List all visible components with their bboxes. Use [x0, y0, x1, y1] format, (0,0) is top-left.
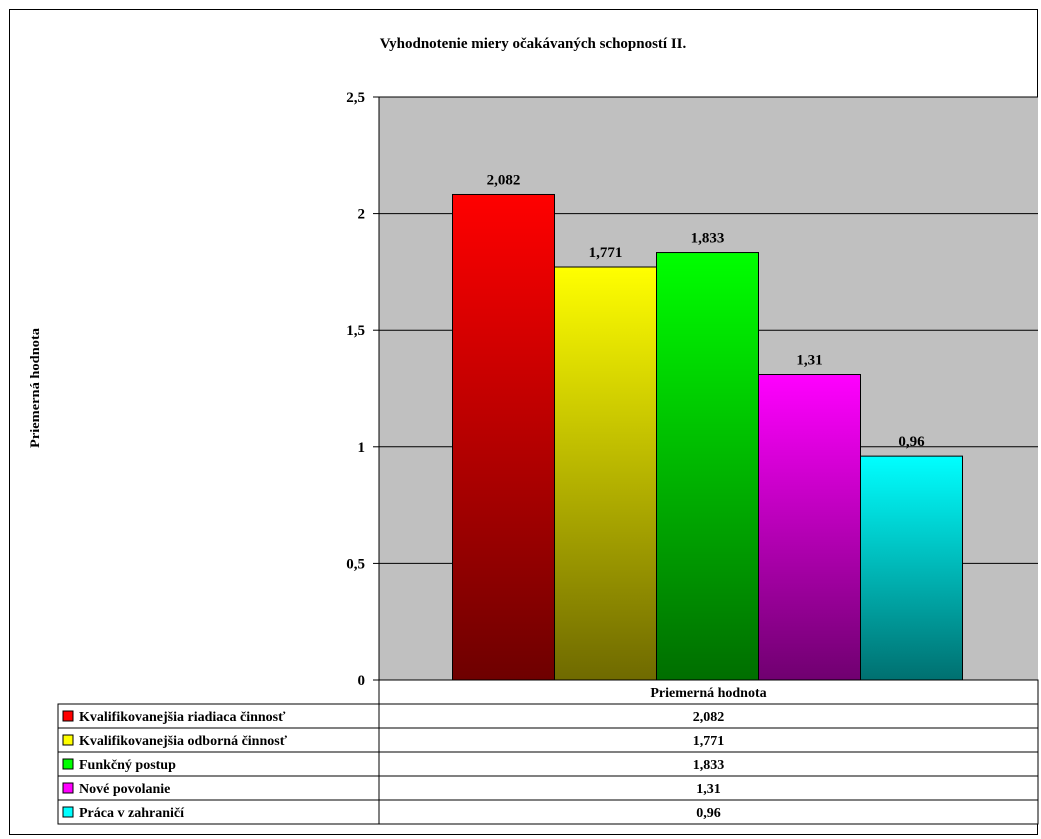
y-tick-label: 0,5	[346, 556, 365, 572]
legend-swatch	[62, 734, 74, 746]
bar	[758, 374, 861, 681]
table-row	[57, 799, 380, 825]
table-value: 1,833	[693, 758, 725, 773]
y-tick-label: 2	[358, 207, 366, 223]
legend-series-name: Kvalifikovanejšia odborná činnosť	[79, 734, 288, 749]
data-label: 1,833	[691, 231, 725, 247]
legend-swatch	[62, 710, 74, 722]
table-category-label: Priemerná hodnota	[650, 686, 766, 701]
y-axis-label: Priemerná hodnota	[27, 327, 42, 448]
table-value: 1,771	[693, 734, 725, 749]
legend-swatch	[62, 806, 74, 818]
data-label: 1,771	[589, 245, 623, 261]
bar	[452, 193, 555, 681]
legend-swatch	[62, 782, 74, 794]
table-cell	[378, 775, 1039, 801]
y-tick-label: 1,5	[346, 323, 365, 339]
y-tick-label: 2,5	[346, 90, 365, 106]
bar	[656, 252, 759, 681]
chart-title: Vyhodnotenie miery očakávaných schopnost…	[380, 36, 687, 52]
table-row	[57, 751, 380, 777]
legend-series-name: Kvalifikovanejšia riadiaca činnosť	[79, 710, 286, 725]
bar	[554, 266, 657, 681]
bar	[860, 455, 963, 681]
table-value: 2,082	[693, 710, 725, 725]
table-row	[57, 775, 380, 801]
legend-swatch	[62, 758, 74, 770]
table-value: 1,31	[696, 782, 721, 797]
table-row	[57, 727, 380, 753]
legend-series-name: Práca v zahraničí	[79, 806, 185, 821]
legend-series-name: Funkčný postup	[79, 758, 176, 773]
y-tick-label: 0	[358, 673, 366, 689]
data-label: 2,082	[487, 172, 521, 188]
legend-series-name: Nové povolanie	[79, 782, 170, 797]
table-value: 0,96	[696, 806, 721, 821]
table-cell	[378, 799, 1039, 825]
y-tick-label: 1	[358, 440, 366, 456]
data-label: 1,31	[796, 353, 822, 369]
table-cell	[378, 703, 1039, 729]
data-label: 0,96	[898, 434, 925, 450]
table-cell	[378, 727, 1039, 753]
